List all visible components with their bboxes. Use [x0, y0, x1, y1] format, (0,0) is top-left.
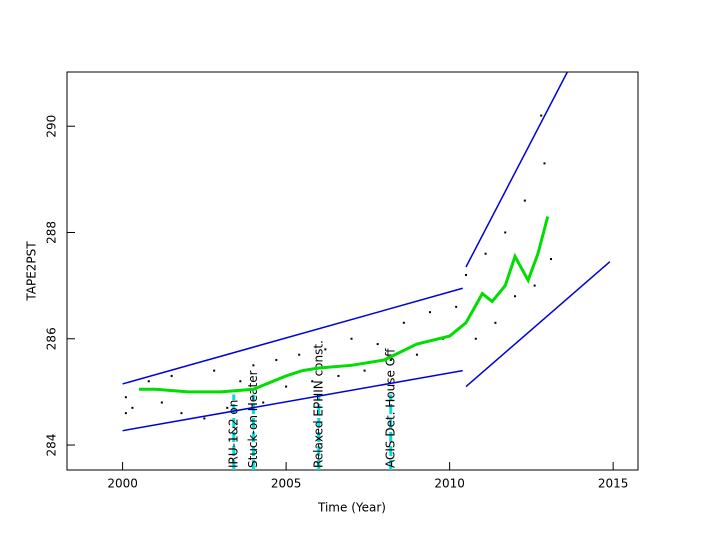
event-label: IRU-1&2 on — [226, 400, 240, 468]
data-point — [160, 401, 163, 404]
x-tick-label: 2005 — [271, 477, 302, 491]
data-point — [298, 353, 301, 356]
data-point — [540, 114, 543, 117]
x-axis-label: Time (Year) — [317, 501, 386, 515]
data-point — [550, 258, 553, 261]
data-point — [494, 321, 497, 324]
data-point — [363, 369, 366, 372]
trend-line — [122, 369, 463, 432]
data-point — [262, 401, 265, 404]
y-tick-label: 290 — [45, 115, 59, 138]
y-tick-label: 284 — [45, 434, 59, 457]
data-point — [170, 374, 173, 377]
plot-frame — [66, 71, 639, 471]
data-point — [124, 396, 127, 399]
data-point — [324, 348, 327, 351]
data-point — [252, 364, 255, 367]
x-tick-label: 2000 — [107, 477, 138, 491]
data-point — [543, 162, 546, 165]
data-point — [484, 252, 487, 255]
data-point — [514, 295, 517, 298]
y-axis-label: TAPE2PST — [25, 241, 39, 302]
data-point — [124, 412, 127, 415]
data-point — [275, 359, 278, 362]
trend-line — [465, 71, 569, 268]
data-point — [239, 380, 242, 383]
event-label: ACIS Det. House Off — [383, 348, 397, 468]
data-point — [504, 231, 507, 234]
data-point — [523, 199, 526, 202]
data-point — [311, 380, 314, 383]
y-tick-label: 288 — [45, 221, 59, 244]
data-point — [131, 406, 134, 409]
x-tick-label: 2010 — [434, 477, 465, 491]
data-point — [376, 343, 379, 346]
event-label: Relaxed EPHIN const. — [311, 340, 325, 468]
data-point — [389, 359, 392, 362]
trend-line — [465, 261, 611, 388]
data-point — [147, 380, 150, 383]
data-point — [429, 311, 432, 314]
trend-line — [138, 216, 550, 394]
data-point — [213, 369, 216, 372]
data-point — [402, 321, 405, 324]
trend-line — [122, 287, 463, 385]
data-point — [415, 353, 418, 356]
x-tick-label: 2015 — [598, 477, 629, 491]
data-point — [337, 374, 340, 377]
data-point — [533, 284, 536, 287]
data-point — [464, 273, 467, 276]
event-label: Stuck-on Heater — [246, 370, 260, 468]
data-point — [455, 305, 458, 308]
y-tick-label: 286 — [45, 327, 59, 350]
data-point — [474, 337, 477, 340]
data-point — [203, 417, 206, 420]
data-point — [350, 337, 353, 340]
data-point — [180, 412, 183, 415]
data-point — [226, 406, 229, 409]
data-point — [285, 385, 288, 388]
